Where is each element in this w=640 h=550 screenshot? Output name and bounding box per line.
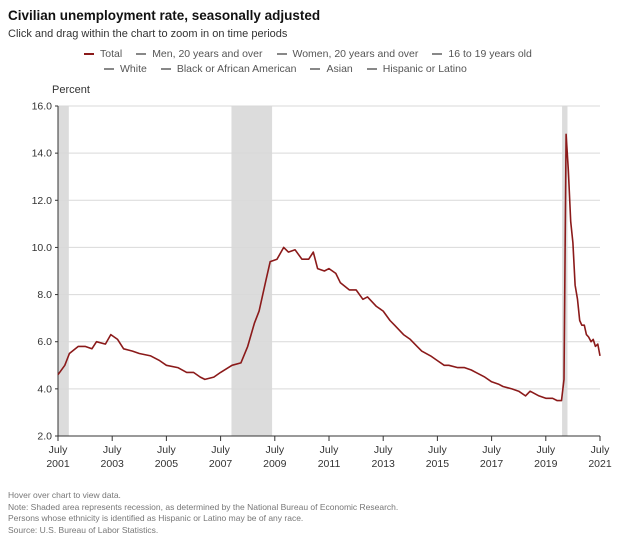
legend-swatch-icon (84, 53, 94, 55)
x-tick-label-month: July (536, 444, 555, 456)
x-tick-label-year: 2021 (588, 458, 612, 470)
y-tick-label: 16.0 (32, 101, 53, 113)
y-tick-label: 6.0 (37, 336, 52, 348)
legend-item-men-20-over[interactable]: Men, 20 years and over (136, 48, 263, 60)
x-tick-label-month: July (374, 444, 393, 456)
legend-label: 16 to 19 years old (448, 48, 532, 60)
x-tick-label-year: 2009 (263, 458, 287, 470)
x-tick-label-month: July (49, 444, 68, 456)
y-tick-label: 10.0 (32, 242, 53, 254)
legend-swatch-icon (160, 68, 171, 70)
x-tick-label-month: July (211, 444, 230, 456)
plot-area[interactable]: 2.0 4.0 6.0 8.0 10.0 12.0 14.0 16.0 July 2001 July… (0, 0, 640, 480)
y-tick-label: 2.0 (37, 431, 52, 443)
legend-item-black[interactable]: Black or African American (160, 63, 297, 75)
legend-swatch-icon (432, 53, 443, 55)
legend-label: Hispanic or Latino (382, 63, 467, 75)
legend-item-women-20-over[interactable]: Women, 20 years and over (276, 48, 419, 60)
legend-row-1: Total Men, 20 years and over Women, 20 y… (84, 48, 546, 60)
legend-item-16-to-19[interactable]: 16 to 19 years old (432, 48, 532, 60)
recession-band-0 (58, 106, 69, 436)
legend-item-asian[interactable]: Asian (310, 63, 353, 75)
x-tick-label-year: 2007 (209, 458, 233, 470)
legend-label: Asian (326, 63, 353, 75)
x-tick-label-year: 2015 (426, 458, 450, 470)
footnote-hispanic: Persons whose ethnicity is identified as… (8, 513, 304, 523)
legend-swatch-icon (136, 53, 147, 55)
legend-swatch-icon (104, 68, 114, 70)
legend-swatch-icon (366, 68, 377, 70)
chart-subtitle: Click and drag within the chart to zoom … (8, 28, 288, 40)
footnote-hover: Hover over chart to view data. (8, 490, 121, 500)
footnote-recession: Note: Shaded area represents recession, … (8, 501, 399, 512)
legend-label: Women, 20 years and over (292, 48, 419, 60)
legend-item-total[interactable]: Total (84, 48, 122, 60)
legend-row-2: White Black or African American Asian Hi… (104, 63, 481, 75)
recession-band-1 (231, 106, 273, 436)
x-tick-label-month: July (591, 444, 610, 456)
series-line-total (57, 133, 601, 402)
legend-label: Men, 20 years and over (152, 48, 263, 60)
x-tick-label-year: 2017 (480, 458, 504, 470)
x-tick-label-month: July (265, 444, 284, 456)
y-tick-label: 8.0 (37, 289, 52, 301)
x-tick-label-year: 2005 (155, 458, 179, 470)
x-tick-label-year: 2011 (318, 458, 341, 470)
y-axis-label: Percent (52, 84, 90, 96)
x-tick-label-month: July (320, 444, 339, 456)
legend-label: Black or African American (176, 63, 297, 75)
legend-item-white[interactable]: White (104, 63, 147, 75)
footnotes: Hover over chart to view data. Note: Sha… (8, 490, 398, 536)
footnote-source: Source: U.S. Bureau of Labor Statistics. (8, 524, 159, 535)
x-tick-label-month: July (428, 444, 447, 456)
x-tick-label-month: July (482, 444, 501, 456)
legend-item-hispanic[interactable]: Hispanic or Latino (366, 63, 467, 75)
legend-label: Total (100, 48, 123, 60)
chart-title: Civilian unemployment rate, seasonally a… (8, 8, 321, 23)
x-tick-label-year: 2019 (534, 458, 558, 470)
x-tick-label-month: July (157, 444, 176, 456)
y-tick-label: 4.0 (37, 383, 52, 395)
legend-swatch-icon (276, 53, 287, 55)
x-tick-label-year: 2013 (372, 458, 396, 470)
x-tick-label-year: 2003 (101, 458, 125, 470)
y-tick-label: 14.0 (32, 148, 53, 160)
x-tick-label-year: 2001 (46, 458, 70, 470)
legend-swatch-icon (310, 68, 321, 70)
legend-label: White (120, 63, 147, 75)
y-tick-label: 12.0 (32, 195, 53, 207)
x-tick-label-month: July (103, 444, 122, 456)
